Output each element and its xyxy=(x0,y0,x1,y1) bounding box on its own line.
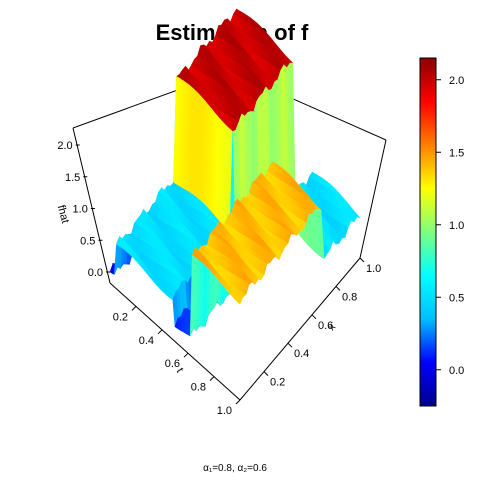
x-tick-label: 0.6 xyxy=(318,320,333,332)
x-tick xyxy=(263,371,269,376)
colorbar-tick-label: 0.0 xyxy=(449,365,464,377)
z-tick-label: 1.5 xyxy=(65,172,80,184)
t-tick-label: 0.6 xyxy=(165,358,180,370)
t-tick xyxy=(235,399,241,405)
t-tick xyxy=(209,376,215,381)
x-tick-label: 0.8 xyxy=(342,291,357,303)
surface-plot xyxy=(109,8,362,337)
colorbar-tick-label: 1.5 xyxy=(449,147,464,159)
t-tick-label: 1.0 xyxy=(217,405,232,417)
colorbar-ticks: 0.0 0.5 1.0 1.5 2.0 xyxy=(436,75,464,377)
colorbar-tick-label: 1.0 xyxy=(449,220,464,232)
t-tick-label: 0.2 xyxy=(113,311,128,323)
x-tick-label: 0.2 xyxy=(270,377,285,389)
z-tick-label: 0.0 xyxy=(88,267,103,279)
footnote: α₁=0.8, α₂=0.6 xyxy=(203,463,267,474)
t-axis-label: t xyxy=(174,366,186,375)
colorbar xyxy=(419,57,437,407)
z-tick-label: 0.5 xyxy=(80,235,95,247)
box-edge xyxy=(239,257,361,401)
z-tick-label: 1.0 xyxy=(73,204,88,216)
colorbar-tick-label: 0.5 xyxy=(449,292,464,304)
colorbar-tick-label: 2.0 xyxy=(449,75,464,87)
z-tick-label: 2.0 xyxy=(57,140,72,152)
box-edge xyxy=(72,127,111,284)
surface-facet xyxy=(237,295,244,305)
t-tick-label: 0.8 xyxy=(191,382,206,394)
t-tick-label: 0.4 xyxy=(139,335,154,347)
x-tick-label: 0.4 xyxy=(294,348,309,360)
box-edge xyxy=(109,282,241,401)
t-tick xyxy=(131,306,137,311)
t-tick xyxy=(157,329,163,335)
z-axis-label: fhat xyxy=(55,204,71,225)
x-tick xyxy=(359,257,365,263)
x-tick xyxy=(311,314,317,320)
box-edge xyxy=(359,139,387,259)
x-tick-label: 1.0 xyxy=(366,263,381,275)
x-tick xyxy=(287,342,293,348)
z-axis: 0.0 0.5 1.0 1.5 2.0 xyxy=(57,140,110,279)
x-axis: 0.2 0.4 0.6 0.8 1.0 xyxy=(263,257,381,389)
t-axis: 0.2 0.4 0.6 0.8 1.0 xyxy=(113,306,241,417)
x-tick xyxy=(335,286,341,291)
t-tick xyxy=(183,352,189,358)
